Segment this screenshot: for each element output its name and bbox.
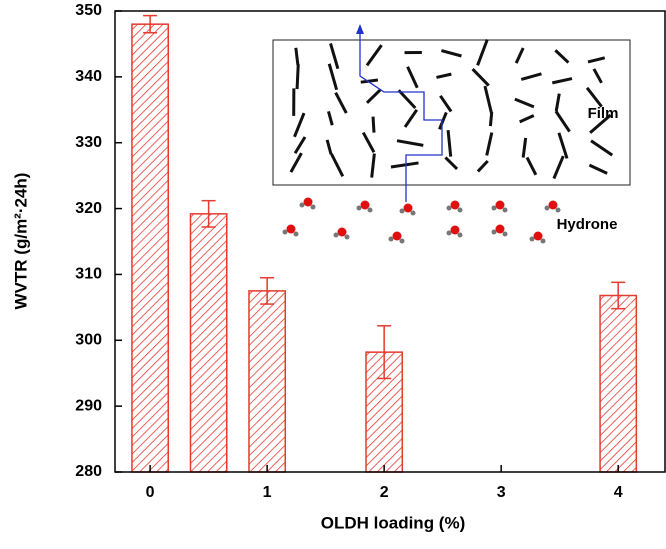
- x-tick-label: 1: [263, 484, 272, 501]
- filler-platelet: [297, 64, 298, 89]
- filler-platelet: [296, 48, 298, 65]
- filler-platelet: [490, 112, 491, 126]
- hydrogen-atom: [294, 232, 299, 237]
- diffusion-arrow: [356, 24, 364, 34]
- hydrogen-atom: [357, 206, 362, 211]
- hydrogen-atom: [458, 208, 463, 213]
- water-molecule: [496, 201, 505, 210]
- water-molecule: [451, 201, 460, 210]
- y-tick-label: 330: [75, 134, 102, 151]
- hydrogen-atom: [283, 230, 288, 235]
- inset-diagram: [273, 24, 630, 244]
- water-molecule: [451, 226, 460, 235]
- hydrogen-atom: [503, 208, 508, 213]
- water-molecule: [361, 201, 370, 210]
- water-molecule: [404, 204, 413, 213]
- hydrogen-atom: [530, 237, 535, 242]
- water-molecule: [496, 225, 505, 234]
- y-tick-label: 300: [75, 332, 102, 349]
- hydrogen-atom: [345, 235, 350, 240]
- hydrogen-atom: [300, 203, 305, 208]
- hydrogen-atom: [541, 239, 546, 244]
- x-axis-title: OLDH loading (%): [321, 513, 465, 532]
- hydrogen-atom: [492, 230, 497, 235]
- bar: [249, 291, 285, 472]
- hydrogen-atom: [447, 206, 452, 211]
- water-molecule: [287, 225, 296, 234]
- hydrogen-atom: [334, 233, 339, 238]
- bar: [600, 296, 636, 472]
- bar: [190, 214, 226, 472]
- x-tick-label: 4: [614, 484, 623, 501]
- hydrogen-atom: [458, 233, 463, 238]
- water-molecule: [338, 228, 347, 237]
- water-molecule: [393, 232, 402, 241]
- hydrogen-atom: [389, 237, 394, 242]
- hydrogen-atom: [400, 239, 405, 244]
- x-tick-label: 2: [380, 484, 389, 501]
- annotation: Film: [588, 105, 619, 122]
- hydrogen-atom: [311, 205, 316, 210]
- y-tick-label: 320: [75, 200, 102, 217]
- y-axis-title: WVTR (g/m²·24h): [11, 173, 30, 310]
- hydrogen-atom: [411, 211, 416, 216]
- y-tick-label: 340: [75, 68, 102, 85]
- water-molecule: [304, 198, 313, 207]
- bar: [132, 24, 168, 472]
- hydrogen-atom: [556, 208, 561, 213]
- y-tick-label: 350: [75, 2, 102, 19]
- y-tick-label: 310: [75, 266, 102, 283]
- y-tick-label: 280: [75, 463, 102, 480]
- hydrogen-atom: [492, 206, 497, 211]
- y-tick-label: 290: [75, 397, 102, 414]
- x-tick-label: 0: [146, 484, 155, 501]
- annotation: Hydrone: [557, 216, 618, 233]
- filler-platelet: [373, 117, 374, 133]
- x-tick-label: 3: [497, 484, 506, 501]
- water-molecule: [534, 232, 543, 241]
- hydrogen-atom: [400, 209, 405, 214]
- hydrogen-atom: [503, 232, 508, 237]
- hydrogen-atom: [447, 231, 452, 236]
- hydrogen-atom: [545, 206, 550, 211]
- water-molecule: [549, 201, 558, 210]
- hydrogen-atom: [368, 208, 373, 213]
